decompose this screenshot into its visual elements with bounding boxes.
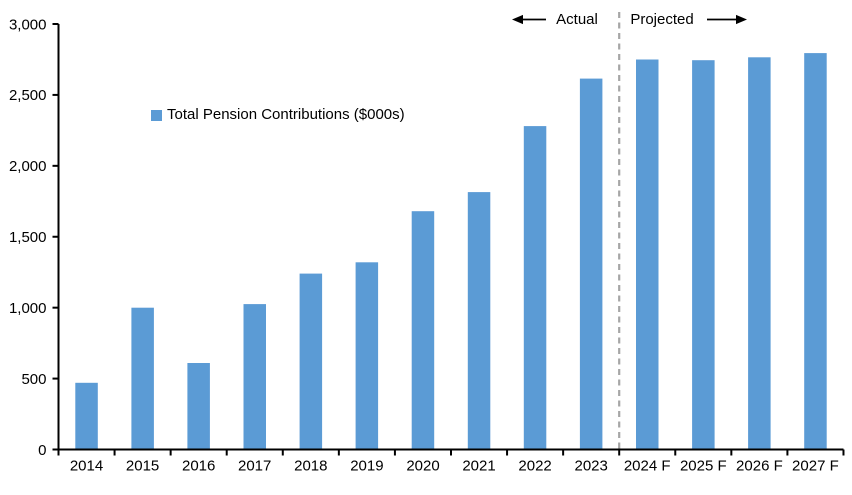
projected-label: Projected — [630, 11, 694, 28]
bar-2020 — [411, 211, 435, 450]
legend: Total Pension Contributions ($000s) — [151, 107, 405, 123]
x-axis-label-2017: 2017 — [238, 458, 271, 475]
y-axis-label-2,000: 2,000 — [9, 158, 47, 175]
bar-2023 — [579, 78, 603, 450]
x-axis-label-2014: 2014 — [70, 458, 103, 475]
x-axis-label-2018: 2018 — [294, 458, 327, 475]
legend-marker-icon — [151, 109, 162, 121]
x-axis-label-2021: 2021 — [462, 458, 495, 475]
bar-2026 F — [748, 57, 771, 450]
x-axis-label-2015: 2015 — [126, 458, 159, 475]
actual-label: Actual — [556, 11, 598, 28]
left-arrow-icon — [512, 14, 546, 25]
bar-2024 F — [636, 59, 659, 450]
x-axis-label-2019: 2019 — [350, 458, 383, 475]
bar-2019 — [355, 262, 379, 450]
x-axis-label-2022: 2022 — [518, 458, 551, 475]
bar-2021 — [467, 192, 491, 450]
bar-2015 — [131, 307, 154, 450]
y-axis-label-3,000: 3,000 — [9, 16, 47, 33]
bar-2018 — [299, 273, 323, 450]
right-arrow-icon — [707, 14, 747, 25]
x-axis-label-2026 F: 2026 F — [736, 458, 783, 475]
x-axis-label-2020: 2020 — [406, 458, 439, 475]
x-axis-label-2023: 2023 — [575, 458, 608, 475]
bar-2016 — [187, 363, 210, 450]
y-axis-label-1,500: 1,500 — [9, 229, 47, 246]
x-axis-label-2016: 2016 — [182, 458, 215, 475]
x-axis-label-2024 F: 2024 F — [624, 458, 671, 475]
y-axis-label-500: 500 — [21, 371, 46, 388]
bar-2014 — [75, 382, 98, 450]
legend-label: Total Pension Contributions ($000s) — [167, 106, 405, 123]
y-axis-label-1,000: 1,000 — [9, 300, 47, 317]
bar-2022 — [523, 126, 547, 450]
y-axis-label-0: 0 — [38, 442, 46, 459]
bar-2027 F — [804, 53, 827, 450]
y-axis-label-2,500: 2,500 — [9, 87, 47, 104]
x-axis-label-2027 F: 2027 F — [792, 458, 839, 475]
bar-2025 F — [692, 60, 715, 450]
bar-2017 — [243, 304, 266, 450]
x-axis-label-2025 F: 2025 F — [680, 458, 727, 475]
